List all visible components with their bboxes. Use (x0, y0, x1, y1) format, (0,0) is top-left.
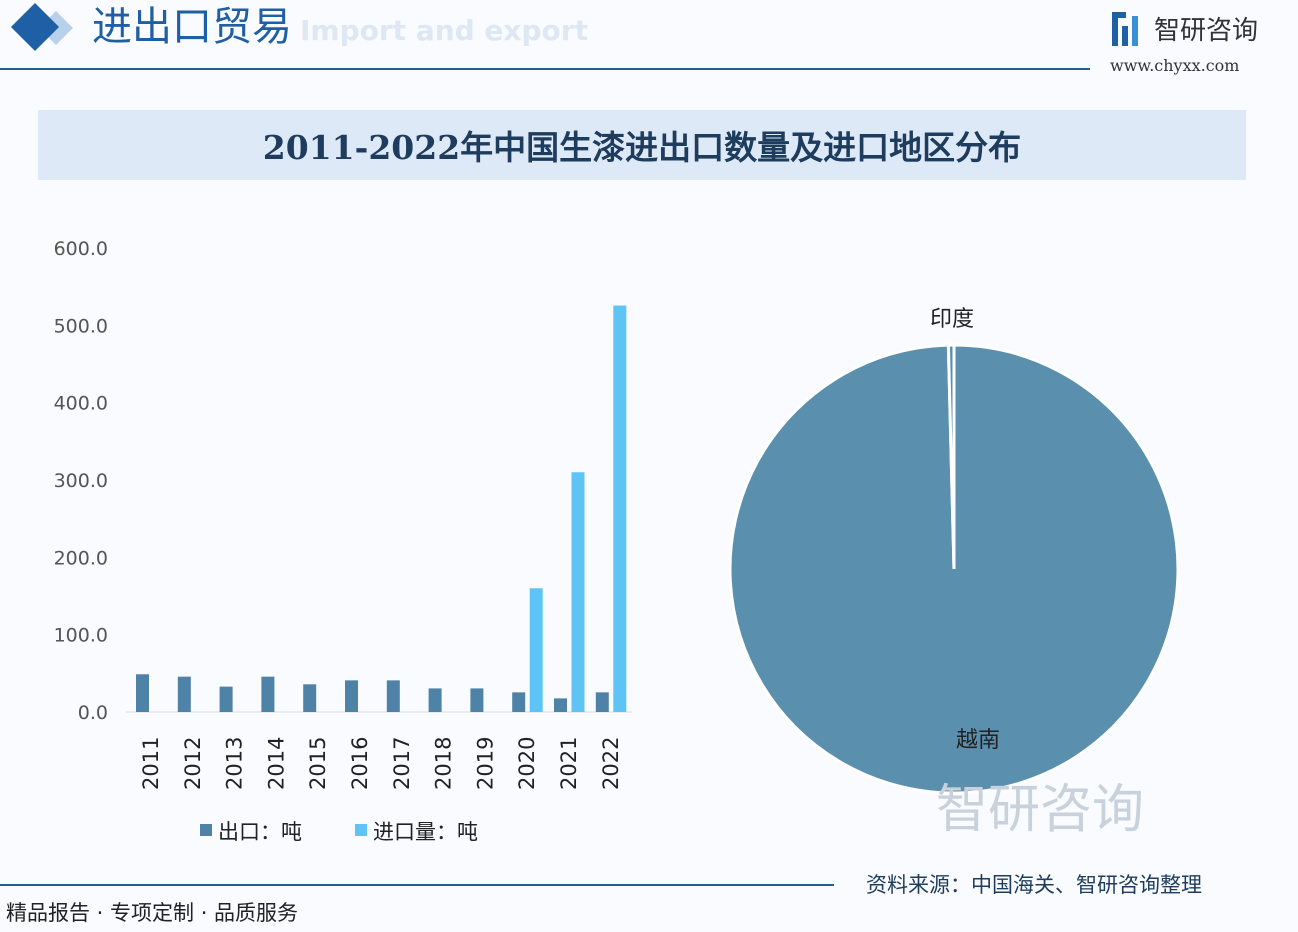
x-tick-label: 2011 (139, 737, 163, 790)
legend-swatch (200, 824, 212, 836)
bar-export-2014 (261, 676, 275, 712)
bar-import-2020 (529, 588, 543, 712)
bar-export-2013 (219, 686, 233, 712)
x-tick-label: 2013 (223, 737, 247, 790)
bar-export-2020 (512, 692, 526, 712)
bar-export-2019 (470, 688, 484, 712)
bar-export-2015 (303, 684, 317, 712)
watermark: 智研咨询 (936, 780, 1144, 840)
x-tick-label: 2019 (473, 737, 497, 790)
header-subtitle: Import and export (300, 14, 588, 47)
pie-label: 越南 (956, 728, 1000, 753)
x-tick-label: 2012 (181, 737, 205, 790)
bar-import-2022 (613, 305, 627, 712)
x-tick-label: 2020 (515, 737, 539, 790)
legend-label: 出口：吨 (218, 820, 302, 844)
y-tick-label: 200.0 (54, 547, 108, 569)
pie-slice-印度 (946, 343, 956, 570)
x-tick-label: 2015 (306, 737, 330, 790)
y-tick-label: 300.0 (54, 470, 108, 492)
bar-import-2021 (571, 472, 585, 712)
x-tick-label: 2016 (348, 737, 372, 790)
legend-swatch (355, 824, 367, 836)
brand-logo: 智研咨询 (1112, 10, 1258, 47)
section-title: 进出口贸易 (92, 4, 292, 50)
y-tick-label: 0.0 (78, 702, 108, 724)
bar-chart: 0.0 100.0 200.0 300.0 400.0 500.0 600.0 2011 201… (54, 238, 632, 844)
header-divider (0, 68, 1090, 70)
footer-tagline: 精品报告 · 专项定制 · 品质服务 (6, 901, 299, 925)
bar-export-2016 (345, 680, 358, 712)
x-tick-label: 2017 (390, 737, 414, 790)
logo-icon (1112, 11, 1144, 46)
brand-url: www.chyxx.com (1110, 56, 1240, 75)
pie-chart: 越南 印度 (728, 307, 1180, 795)
brand-name: 智研咨询 (1154, 16, 1259, 46)
x-tick-label: 2018 (432, 737, 456, 790)
y-tick-label: 500.0 (54, 315, 108, 337)
bar-export-2018 (428, 688, 442, 712)
source-note: 资料来源：中国海关、智研咨询整理 (866, 873, 1202, 897)
y-tick-label: 600.0 (54, 238, 108, 260)
y-tick-label: 100.0 (54, 625, 108, 647)
y-tick-label: 400.0 (54, 393, 108, 415)
chart-title: 2011-2022年中国生漆进出口数量及进口地区分布 (38, 110, 1246, 180)
x-tick-label: 2022 (599, 737, 623, 790)
bar-export-2022 (595, 692, 609, 712)
bar-export-2021 (554, 698, 567, 712)
x-tick-label: 2014 (264, 737, 288, 790)
pie-label: 印度 (930, 307, 974, 332)
bar-export-2012 (177, 676, 191, 712)
footer-divider (0, 884, 834, 886)
bar-export-2011 (136, 674, 149, 712)
legend-label: 进口量：吨 (373, 820, 478, 844)
x-tick-label: 2021 (557, 737, 581, 790)
bar-export-2017 (386, 680, 400, 712)
watermark-text: 智研咨询 (936, 780, 1145, 840)
